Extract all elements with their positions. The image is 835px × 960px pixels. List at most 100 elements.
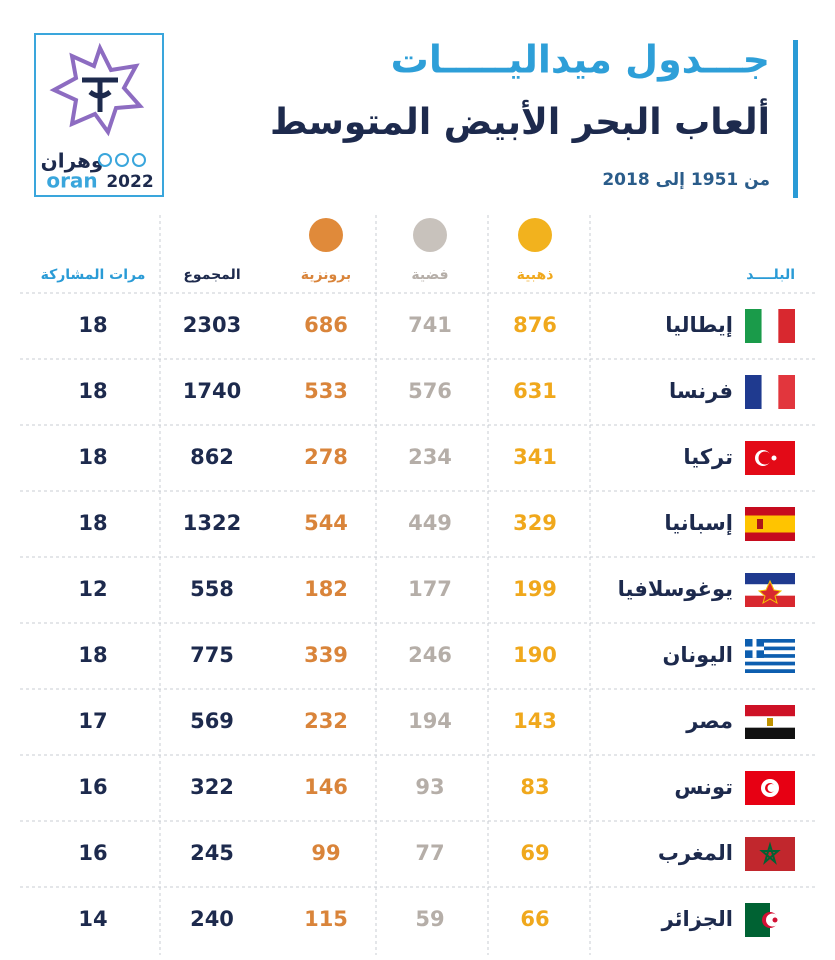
flag-part (745, 661, 795, 666)
flag (745, 639, 795, 673)
logo-frame (34, 33, 164, 197)
flag-part (745, 669, 795, 673)
cell-value: 339 (304, 643, 348, 667)
flag (745, 573, 795, 607)
cell-value: 569 (190, 709, 234, 733)
flag-part (778, 309, 795, 343)
flag-part (745, 642, 795, 647)
cell-value: 18 (78, 445, 107, 469)
flag-part (757, 579, 783, 605)
cell-value: 544 (304, 511, 348, 535)
logo-year: 2022 (106, 172, 153, 192)
cell-value: 1322 (183, 511, 241, 535)
cell-value: 533 (304, 379, 348, 403)
logo-mark (82, 77, 118, 112)
medal-table: البلــــد ذهبية فضية برونزية المجموع مرات الم… (20, 215, 815, 955)
flag-part (771, 455, 777, 461)
logo-ring (115, 153, 129, 167)
gold-medal-icon (518, 218, 552, 252)
column-header: البلــــد (746, 267, 795, 283)
cell-value: 232 (304, 709, 348, 733)
country-name: تركيا (683, 445, 733, 469)
flag (745, 375, 795, 409)
cell-value: 18 (78, 511, 107, 535)
cell-value: 199 (513, 577, 557, 601)
flag-part (745, 309, 762, 343)
cell-value: 177 (408, 577, 452, 601)
flag-part (745, 639, 795, 643)
logo-ring (132, 153, 146, 167)
cell-value: 77 (415, 841, 444, 865)
cell-value: 18 (78, 643, 107, 667)
flag-part (745, 595, 795, 607)
country-name: إسبانيا (664, 511, 733, 535)
flag-part (745, 657, 795, 662)
cell-value: 329 (513, 511, 557, 535)
cell-value: 17 (78, 709, 107, 733)
title-bar (793, 40, 798, 198)
cell-value: 66 (520, 907, 549, 931)
cell-value: 12 (78, 577, 107, 601)
cell-value: 322 (190, 775, 234, 799)
title-line1: جـــدول ميداليـــــات (391, 38, 770, 83)
cell-value: 16 (78, 775, 107, 799)
column-header: فضية (411, 267, 448, 283)
flag-part (745, 727, 795, 739)
cell-value: 240 (190, 907, 234, 931)
cell-value: 18 (78, 313, 107, 337)
flag-part (757, 519, 763, 529)
flag-part (745, 573, 795, 585)
country-name: الجزائر (661, 907, 733, 931)
cell-value: 190 (513, 643, 557, 667)
cell-value: 862 (190, 445, 234, 469)
country-name: تونس (674, 775, 733, 799)
country-name: مصر (685, 709, 733, 733)
title-line2: ألعاب البحر الأبيض المتوسط (270, 98, 770, 143)
country-name: يوغوسلافيا (618, 577, 733, 601)
cell-value: 14 (78, 907, 107, 931)
logo-city-ar: وهران (41, 149, 104, 173)
cell-value: 194 (408, 709, 452, 733)
flag-part (745, 705, 795, 717)
subtitle: من 1951 إلى 2018 (602, 170, 770, 190)
flag (745, 837, 795, 871)
flag (745, 507, 795, 541)
flag-part (772, 917, 778, 923)
logo-ring (98, 153, 112, 167)
cell-value: 2303 (183, 313, 241, 337)
flag-part (745, 654, 795, 658)
country-name: اليونان (662, 643, 733, 667)
flag (745, 771, 795, 805)
cell-value: 18 (78, 379, 107, 403)
logo-city: oran (46, 169, 97, 193)
flag-part (761, 309, 779, 343)
cell-value: 576 (408, 379, 452, 403)
flag-part (745, 515, 795, 533)
cell-value: 83 (520, 775, 549, 799)
cell-value: 775 (190, 643, 234, 667)
cell-value: 686 (304, 313, 348, 337)
cell-value: 245 (190, 841, 234, 865)
flag-part (745, 646, 764, 651)
flag-part (745, 646, 795, 651)
flag-part (767, 718, 773, 726)
cell-value: 246 (408, 643, 452, 667)
country-name: المغرب (658, 841, 733, 865)
country-name: إيطاليا (665, 313, 733, 337)
flag-part (759, 841, 781, 865)
flag (745, 441, 795, 475)
silver-medal-icon (413, 218, 447, 252)
cell-value: 99 (311, 841, 340, 865)
column-header: مرات المشاركة (41, 267, 146, 283)
cell-value: 631 (513, 379, 557, 403)
flag (745, 705, 795, 739)
cell-value: 143 (513, 709, 557, 733)
cell-value: 876 (513, 313, 557, 337)
country-name: فرنسا (669, 379, 733, 403)
column-header: ذهبية (517, 267, 554, 283)
cell-value: 115 (304, 907, 348, 931)
flag-part (745, 650, 795, 655)
column-header: المجموع (183, 267, 240, 283)
flag (745, 903, 795, 937)
